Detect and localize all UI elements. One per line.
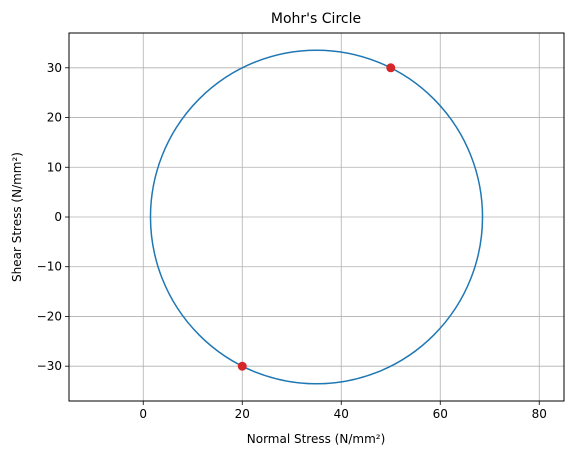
y-tick-label: −20 — [37, 309, 62, 323]
y-tick-label: 20 — [47, 111, 62, 125]
x-tick-label: 20 — [235, 407, 250, 421]
x-tick-label: 40 — [334, 407, 349, 421]
stress-point — [386, 63, 396, 73]
y-tick-label: 10 — [47, 160, 62, 174]
y-tick-label: −30 — [37, 359, 62, 373]
plot-data — [149, 49, 484, 385]
x-tick-label: 0 — [139, 407, 147, 421]
x-axis-label: Normal Stress (N/mm²) — [247, 432, 386, 446]
grid — [69, 33, 564, 401]
axis-ticks: 0 20 40 60 80 −30 −20 −10 0 10 20 30 — [37, 61, 547, 421]
y-axis-label: Shear Stress (N/mm²) — [10, 152, 24, 282]
y-tick-label: 30 — [47, 61, 62, 75]
mohr-circle-line — [149, 49, 484, 385]
chart-title: Mohr's Circle — [271, 11, 361, 27]
y-tick-label: 0 — [54, 210, 62, 224]
x-tick-label: 80 — [532, 407, 547, 421]
y-tick-label: −10 — [37, 260, 62, 274]
x-tick-label: 60 — [433, 407, 448, 421]
stress-point — [237, 361, 247, 371]
